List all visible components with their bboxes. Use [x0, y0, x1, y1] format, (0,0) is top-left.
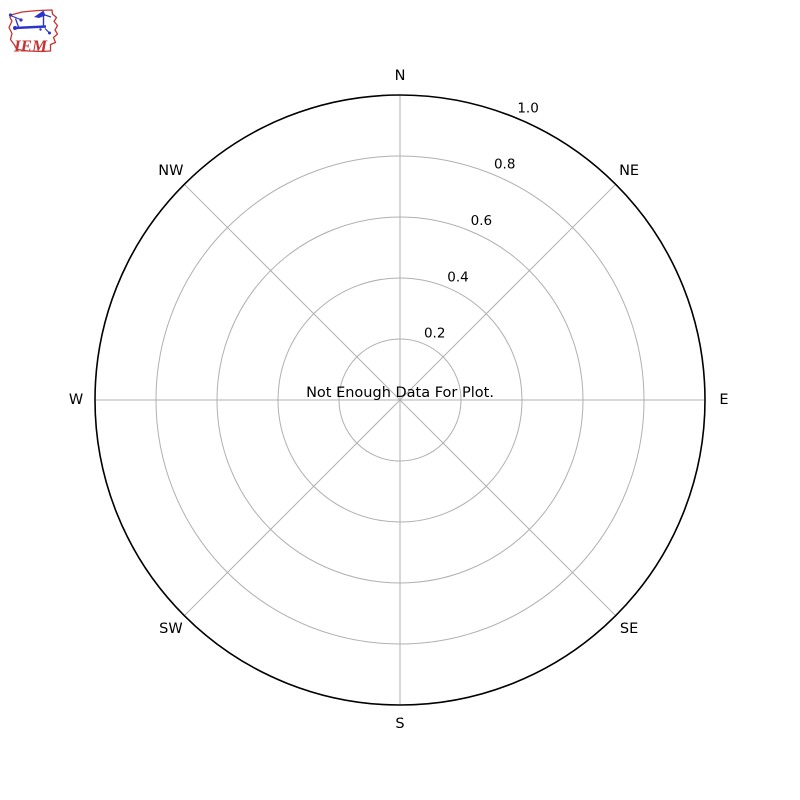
spoke-line: [399, 183, 617, 401]
weather-vane-icon: [8, 10, 52, 35]
iowa-outline-icon: [8, 9, 59, 53]
grid-circle: [277, 277, 523, 523]
direction-label: SE: [620, 621, 638, 637]
radial-tick-label: 1.0: [517, 100, 538, 116]
radial-tick-label: 0.4: [447, 269, 468, 285]
spoke-line: [183, 399, 401, 617]
radial-tick-label: 0.8: [494, 157, 515, 173]
radial-tick-label: 0.2: [424, 326, 445, 342]
logo-text: IEM: [13, 37, 48, 56]
direction-label: SW: [159, 621, 183, 637]
annotation-not-enough-data: Not Enough Data For Plot.: [306, 385, 494, 401]
direction-label: S: [395, 716, 404, 732]
direction-label: E: [719, 392, 728, 408]
grid-circle: [216, 216, 584, 584]
iem-logo: IEM: [8, 9, 59, 56]
spoke-line: [399, 399, 617, 617]
direction-label: NW: [158, 163, 183, 179]
direction-label: NE: [619, 163, 639, 179]
spoke-line: [183, 183, 401, 401]
grid-circle: [155, 155, 645, 645]
grid-circle: [338, 338, 462, 462]
direction-label: N: [395, 68, 406, 84]
outer-ring: [94, 94, 706, 706]
radial-tick-label: 0.6: [471, 213, 492, 229]
direction-label: W: [69, 392, 83, 408]
